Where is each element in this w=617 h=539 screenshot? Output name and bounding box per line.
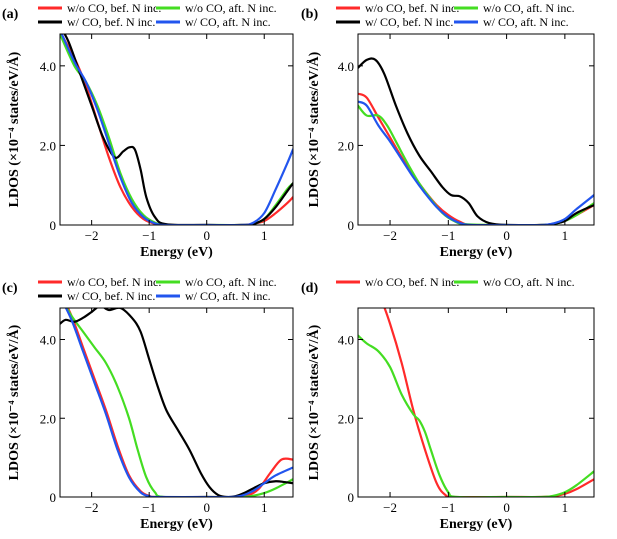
plot-frame xyxy=(59,33,294,226)
x-tick-label: 0 xyxy=(503,228,510,243)
legend: w/o CO, bef. N inc. w/o CO, aft. N inc. xyxy=(336,275,575,289)
x-tick-label: 0 xyxy=(503,500,510,515)
x-axis-label: Energy (eV) xyxy=(440,517,513,532)
legend-label: w/ CO, bef. N inc. xyxy=(67,289,155,303)
series-group xyxy=(60,308,293,497)
legend-label: w/ CO, aft. N inc. xyxy=(185,289,271,303)
legend-label: w/o CO, bef. N inc. xyxy=(365,275,459,289)
x-tick-label: −2 xyxy=(85,228,99,243)
series-line-1 xyxy=(383,308,594,497)
legend-label: w/o CO, bef. N inc. xyxy=(365,1,459,15)
legend-label: w/ CO, bef. N inc. xyxy=(67,15,155,29)
series-line-1 xyxy=(60,34,293,225)
x-tick-label: 0 xyxy=(203,228,210,243)
x-tick-label: −2 xyxy=(85,500,99,515)
y-tick-label: 0 xyxy=(348,490,355,505)
x-tick-label: −1 xyxy=(441,500,455,515)
x-tick-label: −1 xyxy=(142,228,156,243)
legend-label: w/o CO, aft. N inc. xyxy=(483,1,575,15)
x-tick-label: −2 xyxy=(383,228,397,243)
y-tick-label: 2.0 xyxy=(40,138,56,153)
legend-label: w/o CO, bef. N inc. xyxy=(67,1,161,15)
legend-label: w/o CO, bef. N inc. xyxy=(67,275,161,289)
x-axis-label: Energy (eV) xyxy=(140,517,213,532)
legend-label: w/ CO, aft. N inc. xyxy=(483,15,569,29)
panel-label: (a) xyxy=(2,7,19,22)
legend-label: w/o CO, aft. N inc. xyxy=(185,1,277,15)
y-tick-label: 0 xyxy=(348,218,355,233)
series-group xyxy=(358,57,594,225)
series-line-2 xyxy=(60,34,293,225)
y-tick-label: 4.0 xyxy=(40,333,56,348)
legend: w/o CO, bef. N inc. w/o CO, aft. N inc.w/… xyxy=(38,1,277,29)
panel-label: (d) xyxy=(301,281,318,296)
x-tick-label: −1 xyxy=(441,228,455,243)
series-line-1 xyxy=(66,308,293,497)
legend-label: w/ CO, aft. N inc. xyxy=(185,15,271,29)
x-axis-label: Energy (eV) xyxy=(140,245,213,260)
plot-frame xyxy=(59,307,294,498)
legend-label: w/o CO, aft. N inc. xyxy=(185,275,277,289)
y-tick-label: 2.0 xyxy=(338,138,354,153)
panel-a: −2 −1 0 1 0 2.0 4.0 Energy (eV) LDOS (×10⁻⁴ stat… xyxy=(2,1,294,260)
series-group xyxy=(358,308,594,497)
legend: w/o CO, bef. N inc. w/o CO, aft. N inc.w/… xyxy=(38,275,277,303)
legend-label: w/ CO, bef. N inc. xyxy=(365,15,453,29)
y-tick-label: 4.0 xyxy=(40,59,56,74)
x-tick-label: 1 xyxy=(261,500,268,515)
series-group xyxy=(60,34,293,225)
series-line-4 xyxy=(358,100,594,225)
plot-frame xyxy=(357,33,595,226)
series-line-2 xyxy=(358,334,594,497)
x-tick-label: 0 xyxy=(203,500,210,515)
series-line-4 xyxy=(64,308,293,497)
series-line-1 xyxy=(358,92,594,225)
y-tick-label: 4.0 xyxy=(338,333,354,348)
series-line-2 xyxy=(65,308,293,497)
y-tick-label: 0 xyxy=(50,490,57,505)
x-tick-label: 1 xyxy=(562,500,569,515)
panel-c: −2 −1 0 1 0 2.0 4.0 Energy (eV) LDOS (×10⁻⁴ stat… xyxy=(2,275,294,532)
series-line-3 xyxy=(60,308,293,497)
y-axis-label: LDOS (×10⁻⁴ states/eV/Å) xyxy=(306,51,322,207)
legend: w/o CO, bef. N inc. w/o CO, aft. N inc.w/… xyxy=(336,1,575,29)
series-line-4 xyxy=(60,34,293,225)
y-axis-label: LDOS (×10⁻⁴ states/eV/Å) xyxy=(6,51,22,207)
plot-frame xyxy=(357,307,595,498)
y-axis-label: LDOS (×10⁻⁴ states/eV/Å) xyxy=(306,324,322,480)
y-tick-label: 2.0 xyxy=(338,411,354,426)
x-tick-label: −2 xyxy=(383,500,397,515)
legend-label: w/o CO, aft. N inc. xyxy=(483,275,575,289)
x-tick-label: 1 xyxy=(261,228,268,243)
series-line-2 xyxy=(358,104,594,225)
x-axis-label: Energy (eV) xyxy=(440,245,513,260)
panel-label: (b) xyxy=(301,7,318,22)
y-tick-label: 4.0 xyxy=(338,59,354,74)
panel-d: −2 −1 0 1 0 2.0 4.0 Energy (eV) LDOS (×10⁻⁴ stat… xyxy=(301,275,595,532)
x-tick-label: −1 xyxy=(142,500,156,515)
y-tick-label: 2.0 xyxy=(40,411,56,426)
x-tick-label: 1 xyxy=(562,228,569,243)
panel-b: −2 −1 0 1 0 2.0 4.0 Energy (eV) LDOS (×10⁻⁴ stat… xyxy=(301,1,595,260)
panel-label: (c) xyxy=(2,281,18,296)
series-line-3 xyxy=(63,34,293,225)
y-axis-label: LDOS (×10⁻⁴ states/eV/Å) xyxy=(6,324,22,480)
y-tick-label: 0 xyxy=(50,218,57,233)
